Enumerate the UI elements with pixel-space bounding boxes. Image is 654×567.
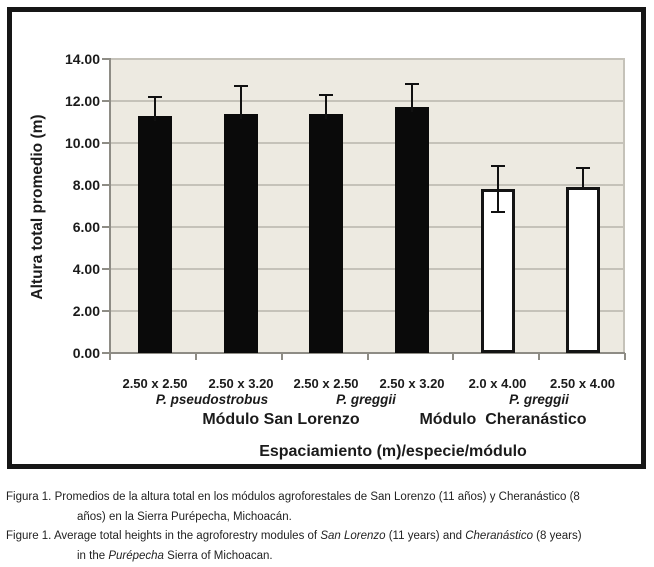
x-axis-title: Espaciamiento (m)/especie/módulo [259, 443, 527, 460]
caption-text: in the [77, 549, 109, 562]
error-bar [240, 86, 242, 119]
caption-text: Figure 1. Average total heights in the a… [6, 530, 321, 542]
caption-italic-text: San Lorenzo [320, 530, 386, 542]
caption-line: Figura 1. Promedios de la altura total e… [6, 488, 652, 508]
y-tick [102, 352, 110, 354]
gridline [110, 310, 625, 312]
x-tick [624, 353, 626, 360]
y-tick-label: 6.00 [72, 219, 100, 235]
y-tick [102, 184, 110, 186]
caption-text: (8 years) [532, 530, 582, 542]
x-tick [194, 353, 197, 360]
x-tick [452, 353, 455, 360]
x-tick [538, 353, 541, 360]
y-tick-label: 8.00 [72, 177, 100, 193]
x-tick [366, 353, 369, 360]
caption-line: Figure 1. Average total heights in the a… [6, 527, 652, 547]
y-tick-label: 14.00 [64, 51, 100, 67]
module-label: Módulo Cheranástico [419, 411, 587, 428]
y-axis-title: Altura total promedio (m) [29, 114, 46, 300]
gridline [110, 142, 625, 144]
plot-right-border [623, 58, 625, 353]
error-bar [496, 166, 499, 213]
category-label: 2.50 x 4.00 [549, 376, 616, 391]
figure-caption: Figura 1. Promedios de la altura total e… [6, 488, 652, 566]
error-bar-cap [490, 211, 505, 214]
species-label: P. greggii [509, 392, 569, 407]
bar [565, 187, 600, 353]
caption-text: años) en la Sierra Purépecha, Michoacán. [77, 510, 292, 523]
error-bar-cap [575, 167, 590, 170]
y-tick [102, 226, 110, 228]
error-bar [154, 96, 156, 121]
error-bar-cap [148, 95, 162, 98]
y-tick-label: 0.00 [72, 345, 100, 361]
error-bar-cap [319, 93, 333, 96]
bar [395, 107, 429, 353]
error-bar-cap [405, 83, 419, 86]
y-tick-label: 4.00 [72, 261, 100, 277]
y-tick-label: 12.00 [64, 93, 100, 109]
gridline [110, 226, 625, 228]
bar [224, 113, 258, 353]
species-label: P. greggii [336, 392, 396, 407]
bar [309, 113, 343, 353]
gridline [110, 184, 625, 186]
y-tick [102, 142, 110, 144]
category-label: 2.50 x 3.20 [379, 376, 445, 391]
category-label: 2.50 x 3.20 [208, 376, 274, 391]
y-tick [102, 310, 110, 312]
module-label: Módulo San Lorenzo [202, 411, 360, 428]
x-tick [109, 353, 111, 360]
caption-line: in the Purépecha Sierra of Michoacan. [6, 547, 652, 567]
y-tick-label: 2.00 [72, 303, 100, 319]
plot-area [110, 58, 625, 353]
error-bar [325, 94, 327, 119]
y-tick [102, 268, 110, 270]
caption-text: Sierra of Michoacan. [163, 549, 273, 562]
error-bar-cap [234, 85, 248, 88]
bar [480, 189, 515, 353]
caption-italic-text: Purépecha [108, 549, 164, 562]
y-axis-line [109, 58, 111, 355]
caption-text: Figura 1. Promedios de la altura total e… [6, 491, 580, 503]
bar [138, 115, 172, 353]
gridline [110, 268, 625, 270]
error-bar [411, 84, 413, 113]
error-bar-cap [490, 165, 505, 168]
y-tick-label: 10.00 [64, 135, 100, 151]
y-tick [102, 100, 110, 102]
category-label: 2.50 x 2.50 [122, 376, 188, 391]
caption-line: años) en la Sierra Purépecha, Michoacán. [6, 508, 652, 528]
error-bar [581, 168, 584, 188]
category-label: 2.0 x 4.00 [468, 376, 527, 391]
category-label: 2.50 x 2.50 [293, 376, 359, 391]
caption-text: (11 years) and [385, 530, 466, 542]
x-tick [280, 353, 283, 360]
caption-italic-text: Cheranástico [465, 530, 533, 542]
species-label: P. pseudostrobus [155, 392, 269, 407]
gridline [110, 58, 625, 60]
gridline [110, 100, 625, 102]
y-tick [102, 58, 110, 60]
